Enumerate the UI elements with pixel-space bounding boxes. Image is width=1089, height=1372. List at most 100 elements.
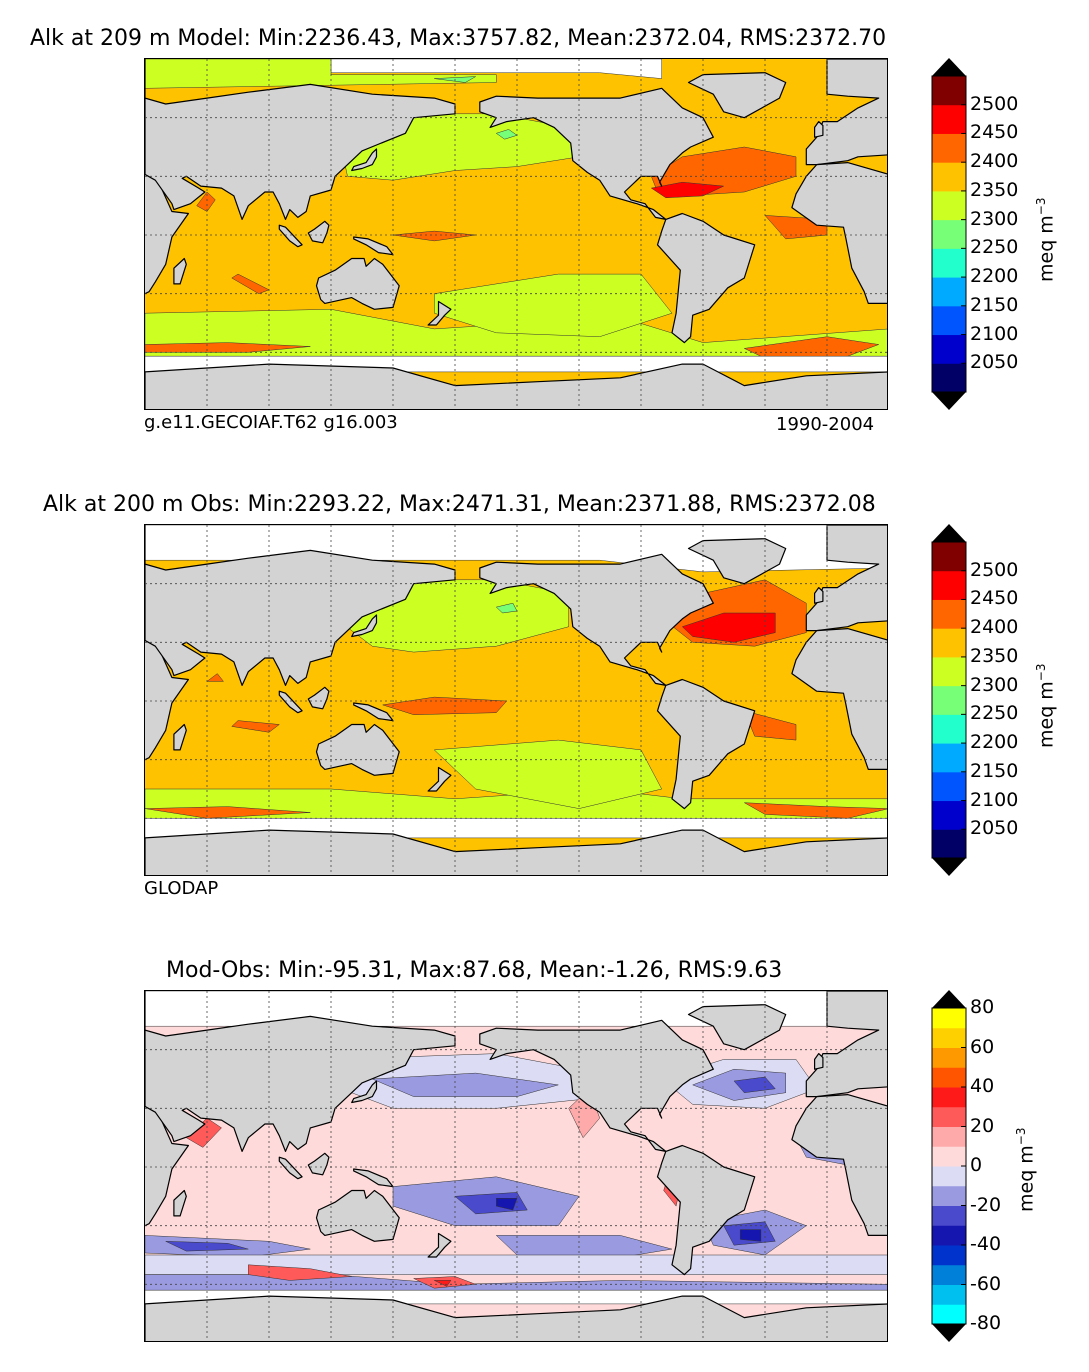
colorbar-swatch [932, 1205, 966, 1226]
contour-region [744, 802, 887, 819]
colorbar-swatch [932, 277, 966, 307]
land-uk [813, 1052, 824, 1070]
land-madagascar [173, 723, 187, 751]
contour-region [434, 1280, 452, 1287]
land-japan [351, 148, 378, 172]
colorbar-tick-label: 2250 [970, 702, 1019, 725]
contour-region [231, 720, 280, 733]
colorbar-swatch [932, 190, 966, 221]
contour-region [739, 1229, 762, 1242]
land-north-america [479, 553, 714, 686]
colorbar-tick-label: 2100 [970, 322, 1019, 345]
colorbar-swatch [932, 829, 966, 859]
model-colorbar-label: meq m−3 [1034, 197, 1058, 282]
colorbar-tick-label: 2050 [970, 817, 1019, 840]
colorbar-swatch [932, 1166, 966, 1187]
land-madagascar [173, 257, 187, 285]
colorbar-tick-label: 2200 [970, 731, 1019, 754]
land-new-guinea [353, 1168, 394, 1188]
colorbar-tick-label: 40 [970, 1075, 995, 1097]
contour-region [733, 1076, 776, 1093]
land-australia [315, 1189, 400, 1242]
land-new-guinea [353, 236, 394, 256]
land-japan [351, 614, 378, 638]
colorbar-extend-under [932, 858, 966, 876]
colorbar-tick-label: 20 [970, 1114, 995, 1137]
contour-region [231, 273, 270, 294]
colorbar-tick-label: 2150 [970, 759, 1019, 782]
land-africa-west [791, 627, 887, 770]
obs-title: Alk at 200 m Obs: Min:2293.22, Max:2471.… [43, 492, 876, 517]
land-antarctica [145, 363, 887, 409]
land-australia [315, 257, 400, 310]
land-borneo [307, 220, 330, 244]
colorbar-swatch [932, 1225, 966, 1246]
colorbar-tick-label: 2100 [970, 788, 1019, 811]
land-new-zealand [427, 300, 452, 326]
colorbar-tick-label: 60 [970, 1035, 995, 1058]
land-africa-west [791, 161, 887, 304]
colorbar-extend-over [932, 524, 966, 542]
diff-title: Mod-Obs: Min:-95.31, Max:87.68, Mean:-1.… [166, 958, 783, 983]
diff-colorbar-label: meq m−3 [1014, 1127, 1038, 1212]
land-uk [813, 586, 824, 604]
colorbar-swatch [932, 1304, 966, 1325]
land-africa [145, 173, 190, 295]
land-eurasia [145, 59, 456, 220]
land-japan [351, 1080, 378, 1104]
colorbar-swatch [932, 1264, 966, 1285]
diff-colorbar [931, 990, 967, 1342]
colorbar-tick-label: 2200 [970, 265, 1019, 288]
colorbar-swatch [932, 1284, 966, 1305]
colorbar-tick-label: 2300 [970, 673, 1019, 696]
colorbar-swatch [932, 1008, 966, 1029]
land-uk [813, 120, 824, 138]
colorbar-extend-under [932, 392, 966, 410]
contour-region [145, 59, 497, 89]
land-borneo [307, 686, 330, 710]
colorbar-tick-label: 2350 [970, 178, 1019, 201]
model-years-label: 1990-2004 [776, 414, 875, 435]
land-new-zealand [427, 1232, 452, 1258]
colorbar-swatch [932, 1106, 966, 1127]
contour-region [382, 696, 507, 715]
land-south-america [656, 1144, 756, 1276]
colorbar-swatch [932, 334, 966, 364]
contour-region [434, 739, 662, 809]
colorbar-swatch [932, 1047, 966, 1068]
colorbar-tick-label: 2450 [970, 587, 1019, 610]
colorbar-swatch [932, 133, 966, 163]
model-title: Alk at 209 m Model: Min:2236.43, Max:375… [30, 26, 887, 51]
land-sumatra [278, 1156, 303, 1180]
land-new-guinea [353, 702, 394, 722]
colorbar-swatch [932, 714, 966, 744]
colorbar-tick-label: -60 [970, 1272, 1002, 1295]
colorbar-swatch [932, 162, 966, 192]
colorbar-extend-under [932, 1324, 966, 1342]
colorbar-tick-label: 2150 [970, 293, 1019, 316]
colorbar-tick-label: 2400 [970, 616, 1019, 639]
colorbar-swatch [932, 1185, 966, 1206]
colorbar-tick-label: 2400 [970, 150, 1019, 173]
land-greenland [687, 72, 787, 119]
colorbar-swatch [932, 800, 966, 830]
colorbar-swatch [932, 1146, 966, 1167]
colorbar-tick-label: 80 [970, 996, 995, 1018]
land-north-america [479, 1019, 714, 1152]
land-antarctica [145, 829, 887, 875]
obs-map [144, 524, 888, 876]
colorbar-swatch [932, 305, 966, 336]
colorbar-tick-label: 2250 [970, 236, 1019, 259]
contour-region [206, 673, 224, 682]
colorbar-tick-label: 2500 [970, 558, 1019, 581]
land-north-america [479, 87, 714, 220]
land-sumatra [278, 690, 303, 714]
land-eurasia [145, 525, 456, 686]
colorbar-swatch [932, 1245, 966, 1266]
colorbar-tick-label: -80 [970, 1312, 1002, 1334]
colorbar-tick-label: 2300 [970, 207, 1019, 230]
colorbar-swatch [932, 248, 966, 278]
diff-map [144, 990, 888, 1342]
obs-colorbar [931, 524, 967, 876]
contour-region [196, 191, 216, 212]
